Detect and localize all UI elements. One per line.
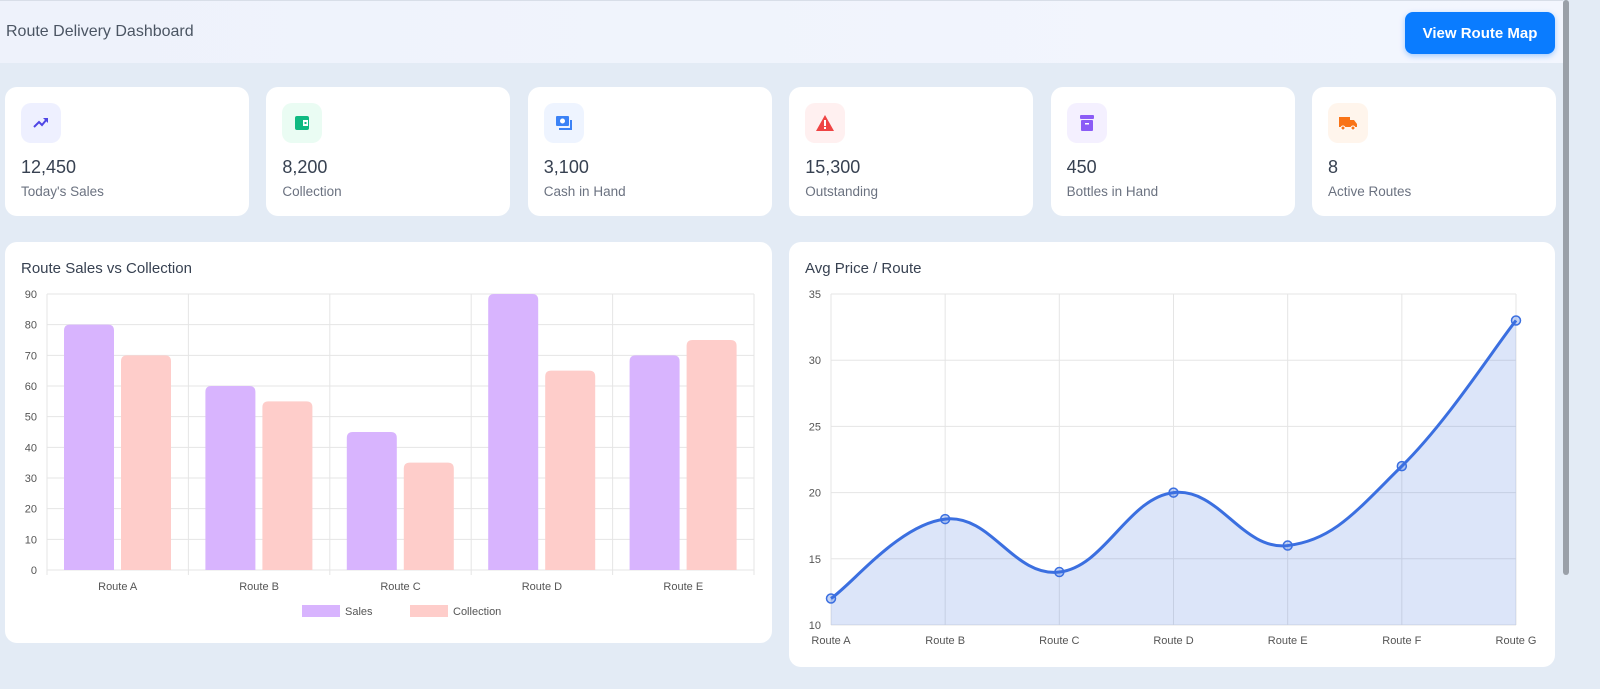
chart-title: Route Sales vs Collection (21, 260, 192, 277)
stat-label: Cash in Hand (543, 184, 626, 199)
bar-sales (488, 294, 539, 570)
x-tick-label: Route A (811, 635, 851, 647)
data-point (1510, 315, 1522, 326)
stat-label: Collection (282, 184, 342, 199)
view-route-map-button[interactable]: View Route Map (1405, 12, 1555, 54)
bar-collection (686, 340, 737, 570)
avg-price-panel: Avg Price / Route 10 15 20 25 30 35 Route A Rou… (789, 242, 1555, 667)
stat-card-collection: 8,200 Collection (266, 87, 511, 216)
stat-card-today-s-sales: 12,450 Today's Sales (5, 87, 249, 216)
x-tick-label: Route C (380, 581, 420, 593)
stat-value: 3,100 (543, 157, 589, 177)
x-tick-label: Route D (522, 581, 562, 593)
archive-box-icon (1066, 103, 1107, 143)
legend-label: Collection (453, 606, 501, 618)
page-title: Route Delivery Dashboard (6, 23, 194, 40)
stat-value: 450 (1066, 157, 1097, 177)
data-point (939, 513, 951, 525)
x-tick-label: Route A (98, 581, 138, 593)
stat-value: 8,200 (282, 157, 328, 177)
data-point (1054, 566, 1065, 578)
stat-label: Active Routes (1328, 184, 1412, 199)
bar-collection (403, 462, 454, 570)
data-point (1168, 487, 1179, 498)
legend-swatch (302, 605, 340, 617)
header: Route Delivery Dashboard View Route Map (0, 0, 1563, 63)
y-tick-label: 70 (25, 350, 37, 362)
x-tick-label: Route E (663, 581, 703, 593)
y-tick-label: 30 (809, 355, 821, 367)
y-tick-label: 90 (25, 289, 37, 301)
series-line (830, 319, 1518, 600)
stat-card-bottles-in-hand: 450 Bottles in Hand (1050, 87, 1295, 216)
data-point (825, 593, 837, 604)
legend-label: Sales (345, 606, 373, 618)
stat-card-outstanding: 15,300 Outstanding (789, 87, 1034, 216)
trending-up-icon (21, 103, 61, 143)
legend-swatch (410, 605, 448, 617)
bar-sales (205, 386, 256, 570)
y-tick-label: 80 (25, 320, 37, 332)
y-tick-label: 20 (809, 488, 821, 500)
money-icon (543, 103, 584, 143)
bar-sales (346, 432, 397, 570)
bar-collection (545, 370, 596, 570)
stat-card-active-routes: 8 Active Routes (1312, 87, 1556, 216)
stat-value: 8 (1328, 157, 1339, 177)
x-tick-label: Route B (925, 635, 965, 647)
x-tick-label: Route G (1496, 635, 1537, 647)
y-tick-label: 35 (809, 289, 821, 301)
y-tick-label: 10 (809, 620, 821, 632)
x-tick-label: Route C (1039, 635, 1079, 647)
x-tick-label: Route D (1153, 635, 1193, 647)
area-fill (831, 320, 1516, 625)
scrollbar[interactable] (1563, 0, 1569, 575)
data-point (1282, 540, 1293, 551)
data-point (1396, 460, 1408, 472)
y-tick-label: 10 (25, 534, 37, 546)
stat-label: Bottles in Hand (1066, 184, 1159, 199)
bar-collection (262, 401, 313, 570)
warning-icon (805, 103, 846, 143)
y-tick-label: 50 (25, 412, 37, 424)
y-tick-label: 20 (25, 504, 37, 516)
bar-chart: 0 10 20 30 40 50 60 70 80 90 Route A Route B Route C… (25, 289, 755, 618)
wallet-icon (282, 103, 323, 143)
y-tick-label: 0 (31, 565, 37, 577)
chart-title: Avg Price / Route (805, 260, 922, 277)
y-tick-label: 30 (25, 473, 37, 485)
bar-collection (121, 355, 171, 570)
y-tick-label: 25 (809, 421, 821, 433)
x-tick-label: Route B (239, 581, 279, 593)
sales-collection-panel: Route Sales vs Collection 0 10 20 30 40 50 60 7… (5, 242, 772, 643)
stat-label: Today's Sales (21, 184, 104, 199)
stat-value: 15,300 (805, 157, 861, 177)
y-tick-label: 15 (809, 554, 821, 566)
y-tick-label: 40 (25, 442, 37, 454)
stat-value: 12,450 (21, 157, 77, 177)
stat-card-cash-in-hand: 3,100 Cash in Hand (527, 87, 772, 216)
line-chart: 10 15 20 25 30 35 Route A Route B Route C Route D… (809, 289, 1537, 647)
bar-sales (629, 355, 680, 570)
y-tick-label: 60 (25, 381, 37, 393)
bar-sales (64, 324, 114, 570)
x-tick-label: Route F (1382, 635, 1421, 647)
x-tick-label: Route E (1268, 635, 1308, 647)
truck-icon (1328, 103, 1368, 143)
stat-label: Outstanding (805, 184, 878, 199)
